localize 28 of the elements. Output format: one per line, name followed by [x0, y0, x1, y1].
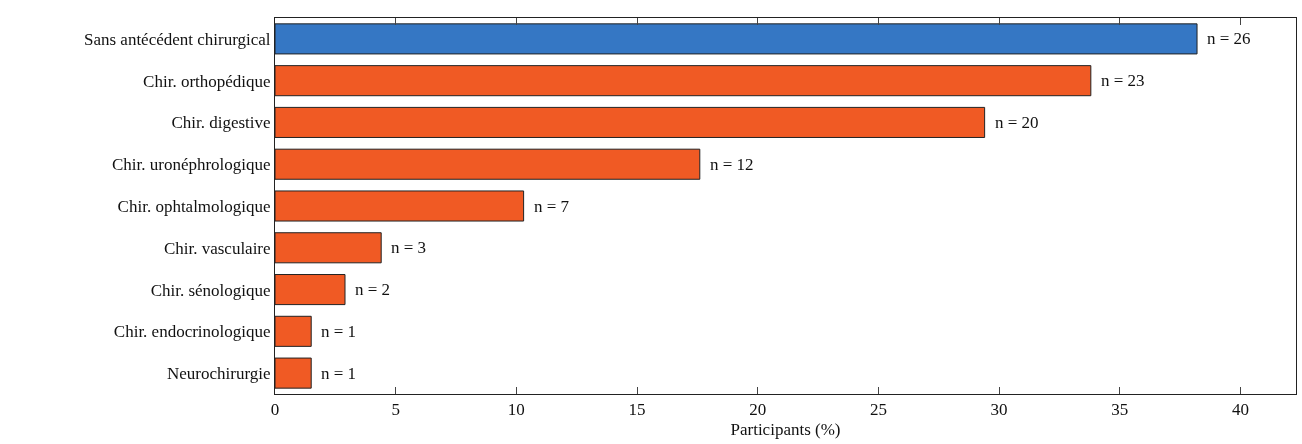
annotation: n = 12 [710, 155, 754, 174]
y-tick-label: Chir. digestive [171, 113, 271, 133]
annotation: n = 3 [391, 238, 427, 257]
y-tick-label: Sans antécédent chirurgical [83, 29, 271, 49]
y-tick-label: Chir. orthopédique [143, 71, 271, 91]
y-tick-label: Chir. ophtalmologique [117, 196, 271, 216]
y-tick-label: Chir. uronéphrologique [111, 155, 271, 175]
annotation: n = 26 [1207, 29, 1251, 48]
x-tick-label: 15 [628, 400, 646, 420]
x-axis-title: Participants (%) [730, 419, 841, 439]
annotation: n = 1 [321, 364, 357, 383]
x-tick-label: 35 [1111, 400, 1129, 420]
x-tick-label: 30 [990, 400, 1008, 420]
x-tick-label: 0 [270, 400, 280, 420]
y-tick-label: Chir. endocrinologique [113, 322, 271, 342]
x-tick-label: 5 [391, 400, 400, 420]
annotation: n = 7 [534, 197, 570, 216]
y-tick-label: Chir. vasculaire [163, 238, 271, 258]
x-tick-label: 25 [869, 400, 887, 420]
x-tick-label: 20 [749, 400, 767, 420]
annotation: n = 1 [321, 322, 357, 341]
annotation: n = 20 [995, 113, 1039, 132]
y-tick-label: Neurochirurgie [167, 364, 271, 384]
annotation: n = 23 [1101, 71, 1145, 90]
y-tick-label: Chir. sénologique [150, 280, 271, 300]
x-tick-label: 40 [1231, 400, 1249, 420]
annotation: n = 2 [355, 280, 391, 299]
x-tick-label: 10 [507, 400, 525, 420]
